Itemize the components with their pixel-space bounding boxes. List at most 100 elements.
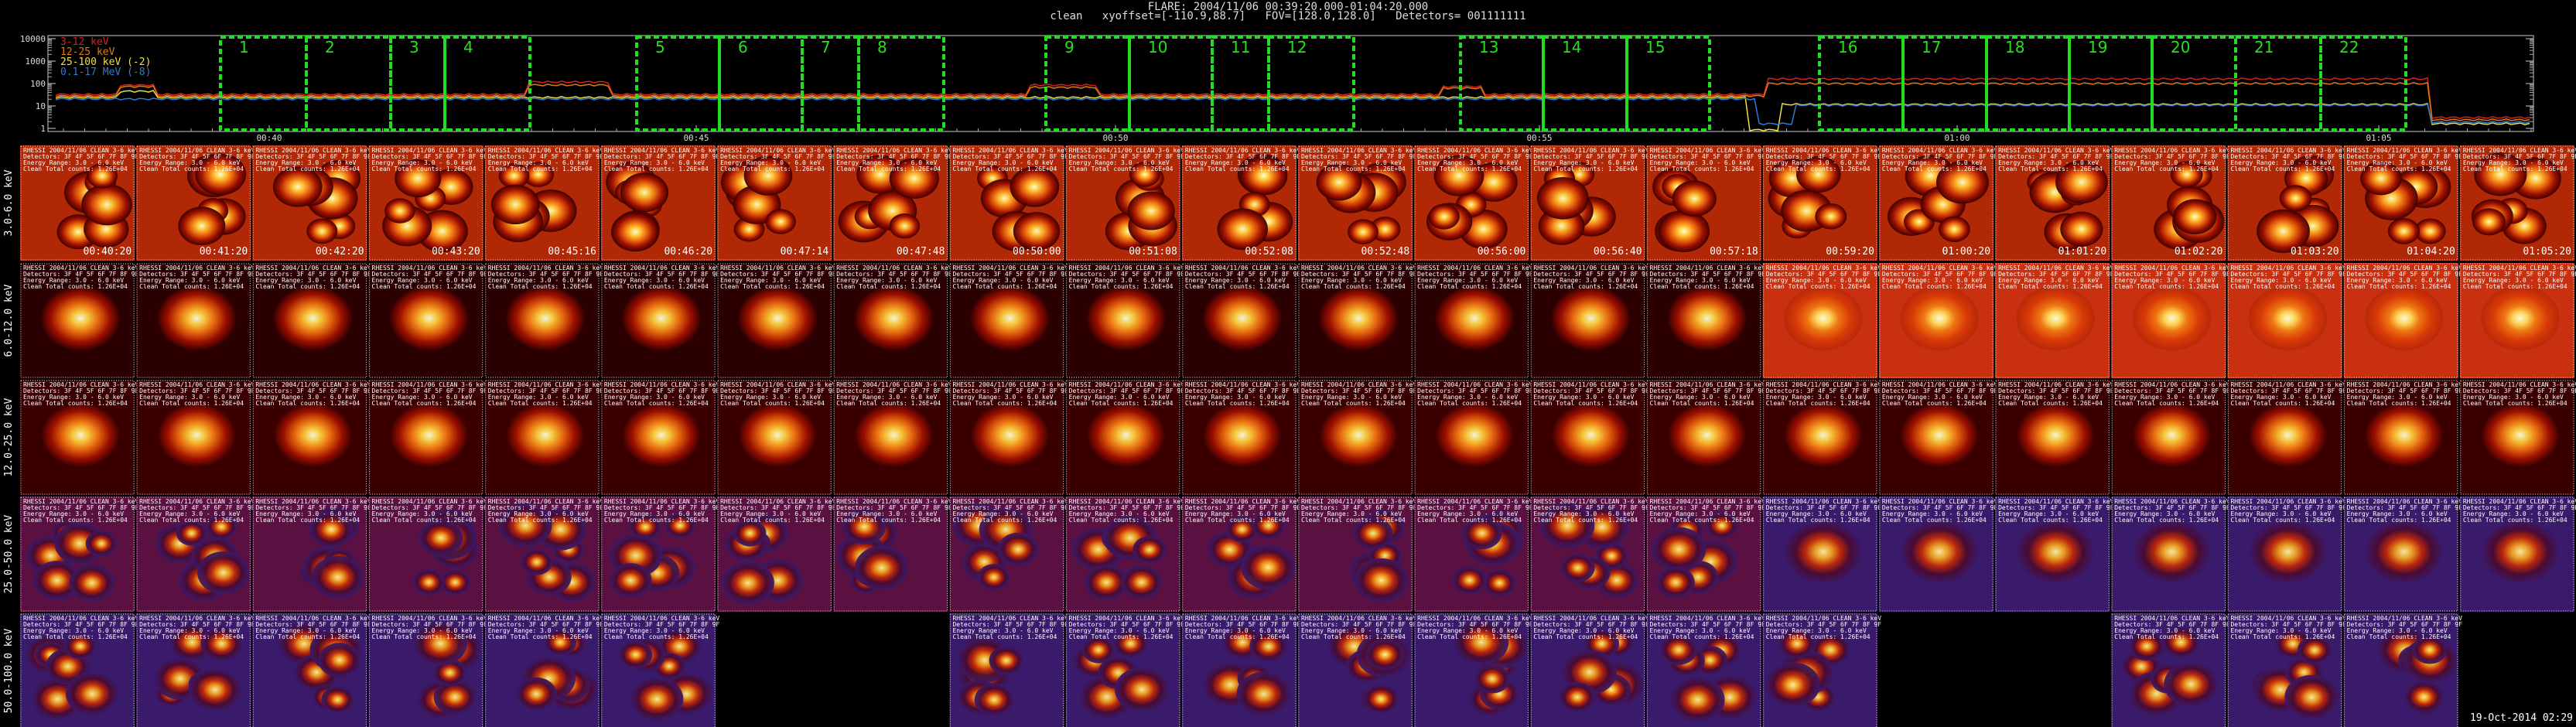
image-cell[interactable]: RHESSI 2004/11/06 CLEAN 3-6 keVDetectors… xyxy=(1181,497,1300,612)
image-cell[interactable]: RHESSI 2004/11/06 CLEAN 3-6 keVDetectors… xyxy=(1065,145,1184,261)
image-cell[interactable]: RHESSI 2004/11/06 CLEAN 3-6 keVDetectors… xyxy=(368,497,487,612)
image-cell[interactable]: RHESSI 2004/11/06 CLEAN 3-6 keVDetectors… xyxy=(2343,145,2462,261)
image-cell[interactable]: RHESSI 2004/11/06 CLEAN 3-6 keVDetectors… xyxy=(717,380,836,495)
image-cell[interactable]: RHESSI 2004/11/06 CLEAN 3-6 keVDetectors… xyxy=(1646,145,1765,261)
image-cell[interactable]: RHESSI 2004/11/06 CLEAN 3-6 keVDetectors… xyxy=(833,145,952,261)
image-cell[interactable]: RHESSI 2004/11/06 CLEAN 3-6 keVDetectors… xyxy=(484,263,603,378)
image-cell[interactable]: RHESSI 2004/11/06 CLEAN 3-6 keVDetectors… xyxy=(1878,145,1997,261)
image-cell[interactable]: RHESSI 2004/11/06 CLEAN 3-6 keVDetectors… xyxy=(2343,380,2462,495)
image-cell[interactable]: RHESSI 2004/11/06 CLEAN 3-6 keVDetectors… xyxy=(600,380,719,495)
image-cell[interactable]: RHESSI 2004/11/06 CLEAN 3-6 keVDetectors… xyxy=(20,145,138,261)
image-cell[interactable]: RHESSI 2004/11/06 CLEAN 3-6 keVDetectors… xyxy=(833,497,952,612)
image-cell[interactable]: RHESSI 2004/11/06 CLEAN 3-6 keVDetectors… xyxy=(2459,145,2576,261)
image-cell[interactable]: RHESSI 2004/11/06 CLEAN 3-6 keVDetectors… xyxy=(1298,263,1416,378)
image-cell[interactable]: RHESSI 2004/11/06 CLEAN 3-6 keVDetectors… xyxy=(136,497,255,612)
image-cell[interactable]: RHESSI 2004/11/06 CLEAN 3-6 keVDetectors… xyxy=(1530,497,1649,612)
image-cell[interactable]: RHESSI 2004/11/06 CLEAN 3-6 keVDetectors… xyxy=(136,613,255,727)
image-cell[interactable]: RHESSI 2004/11/06 CLEAN 3-6 keVDetectors… xyxy=(20,263,138,378)
image-cell[interactable]: RHESSI 2004/11/06 CLEAN 3-6 keVDetectors… xyxy=(600,145,719,261)
image-cell[interactable]: RHESSI 2004/11/06 CLEAN 3-6 keVDetectors… xyxy=(949,145,1068,261)
image-cell[interactable]: RHESSI 2004/11/06 CLEAN 3-6 keVDetectors… xyxy=(1878,380,1997,495)
image-cell[interactable]: RHESSI 2004/11/06 CLEAN 3-6 keVDetectors… xyxy=(1646,497,1765,612)
image-cell[interactable]: RHESSI 2004/11/06 CLEAN 3-6 keVDetectors… xyxy=(20,497,138,612)
image-cell[interactable]: RHESSI 2004/11/06 CLEAN 3-6 keVDetectors… xyxy=(1646,380,1765,495)
image-cell[interactable]: RHESSI 2004/11/06 CLEAN 3-6 keVDetectors… xyxy=(1065,263,1184,378)
image-cell[interactable]: RHESSI 2004/11/06 CLEAN 3-6 keVDetectors… xyxy=(1995,497,2114,612)
image-cell[interactable]: RHESSI 2004/11/06 CLEAN 3-6 keVDetectors… xyxy=(1762,613,1881,727)
image-cell[interactable]: RHESSI 2004/11/06 CLEAN 3-6 keVDetectors… xyxy=(252,145,371,261)
image-cell[interactable]: RHESSI 2004/11/06 CLEAN 3-6 keVDetectors… xyxy=(2111,613,2230,727)
image-cell[interactable]: RHESSI 2004/11/06 CLEAN 3-6 keVDetectors… xyxy=(1995,263,2114,378)
image-cell[interactable]: RHESSI 2004/11/06 CLEAN 3-6 keVDetectors… xyxy=(1298,497,1416,612)
image-cell[interactable]: RHESSI 2004/11/06 CLEAN 3-6 keVDetectors… xyxy=(1530,380,1649,495)
image-cell[interactable]: RHESSI 2004/11/06 CLEAN 3-6 keVDetectors… xyxy=(2343,497,2462,612)
image-cell[interactable]: RHESSI 2004/11/06 CLEAN 3-6 keVDetectors… xyxy=(1530,263,1649,378)
image-cell[interactable]: RHESSI 2004/11/06 CLEAN 3-6 keVDetectors… xyxy=(2111,145,2230,261)
image-cell[interactable]: RHESSI 2004/11/06 CLEAN 3-6 keVDetectors… xyxy=(484,380,603,495)
image-cell[interactable]: RHESSI 2004/11/06 CLEAN 3-6 keVDetectors… xyxy=(484,145,603,261)
image-cell[interactable]: RHESSI 2004/11/06 CLEAN 3-6 keVDetectors… xyxy=(1646,263,1765,378)
image-cell[interactable]: RHESSI 2004/11/06 CLEAN 3-6 keVDetectors… xyxy=(600,613,719,727)
image-cell[interactable]: RHESSI 2004/11/06 CLEAN 3-6 keVDetectors… xyxy=(1878,263,1997,378)
image-cell[interactable]: RHESSI 2004/11/06 CLEAN 3-6 keVDetectors… xyxy=(1065,497,1184,612)
image-cell[interactable]: RHESSI 2004/11/06 CLEAN 3-6 keVDetectors… xyxy=(2343,263,2462,378)
image-cell[interactable]: RHESSI 2004/11/06 CLEAN 3-6 keVDetectors… xyxy=(949,263,1068,378)
image-cell[interactable]: RHESSI 2004/11/06 CLEAN 3-6 keVDetectors… xyxy=(2227,613,2346,727)
image-cell[interactable]: RHESSI 2004/11/06 CLEAN 3-6 keVDetectors… xyxy=(20,613,138,727)
image-cell[interactable]: RHESSI 2004/11/06 CLEAN 3-6 keVDetectors… xyxy=(1181,263,1300,378)
image-cell[interactable]: RHESSI 2004/11/06 CLEAN 3-6 keVDetectors… xyxy=(1298,613,1416,727)
image-cell[interactable]: RHESSI 2004/11/06 CLEAN 3-6 keVDetectors… xyxy=(2227,263,2346,378)
image-cell[interactable]: RHESSI 2004/11/06 CLEAN 3-6 keVDetectors… xyxy=(1995,145,2114,261)
image-cell[interactable]: RHESSI 2004/11/06 CLEAN 3-6 keVDetectors… xyxy=(368,380,487,495)
image-cell[interactable]: RHESSI 2004/11/06 CLEAN 3-6 keVDetectors… xyxy=(1762,145,1881,261)
image-cell[interactable]: RHESSI 2004/11/06 CLEAN 3-6 keVDetectors… xyxy=(1762,497,1881,612)
image-cell[interactable]: RHESSI 2004/11/06 CLEAN 3-6 keVDetectors… xyxy=(949,380,1068,495)
image-cell[interactable]: RHESSI 2004/11/06 CLEAN 3-6 keVDetectors… xyxy=(368,145,487,261)
image-cell[interactable]: RHESSI 2004/11/06 CLEAN 3-6 keVDetectors… xyxy=(368,613,487,727)
image-cell[interactable]: RHESSI 2004/11/06 CLEAN 3-6 keVDetectors… xyxy=(368,263,487,378)
image-cell[interactable]: RHESSI 2004/11/06 CLEAN 3-6 keVDetectors… xyxy=(833,263,952,378)
image-cell[interactable]: RHESSI 2004/11/06 CLEAN 3-6 keVDetectors… xyxy=(484,613,603,727)
image-cell[interactable]: RHESSI 2004/11/06 CLEAN 3-6 keVDetectors… xyxy=(833,380,952,495)
image-cell[interactable]: RHESSI 2004/11/06 CLEAN 3-6 keVDetectors… xyxy=(717,145,836,261)
image-cell[interactable]: RHESSI 2004/11/06 CLEAN 3-6 keVDetectors… xyxy=(1762,380,1881,495)
image-cell[interactable]: RHESSI 2004/11/06 CLEAN 3-6 keVDetectors… xyxy=(717,497,836,612)
image-cell[interactable]: RHESSI 2004/11/06 CLEAN 3-6 keVDetectors… xyxy=(2111,380,2230,495)
image-cell[interactable]: RHESSI 2004/11/06 CLEAN 3-6 keVDetectors… xyxy=(1181,380,1300,495)
image-cell[interactable]: RHESSI 2004/11/06 CLEAN 3-6 keVDetectors… xyxy=(1065,380,1184,495)
image-cell[interactable]: RHESSI 2004/11/06 CLEAN 3-6 keVDetectors… xyxy=(136,380,255,495)
image-cell[interactable]: RHESSI 2004/11/06 CLEAN 3-6 keVDetectors… xyxy=(2459,380,2576,495)
image-cell[interactable]: RHESSI 2004/11/06 CLEAN 3-6 keVDetectors… xyxy=(1878,497,1997,612)
image-cell[interactable]: RHESSI 2004/11/06 CLEAN 3-6 keVDetectors… xyxy=(1414,380,1533,495)
image-cell[interactable]: RHESSI 2004/11/06 CLEAN 3-6 keVDetectors… xyxy=(1414,613,1533,727)
image-cell[interactable]: RHESSI 2004/11/06 CLEAN 3-6 keVDetectors… xyxy=(1762,263,1881,378)
image-cell[interactable]: RHESSI 2004/11/06 CLEAN 3-6 keVDetectors… xyxy=(1530,613,1649,727)
image-cell[interactable]: RHESSI 2004/11/06 CLEAN 3-6 keVDetectors… xyxy=(2459,497,2576,612)
image-cell[interactable]: RHESSI 2004/11/06 CLEAN 3-6 keVDetectors… xyxy=(252,263,371,378)
image-cell[interactable]: RHESSI 2004/11/06 CLEAN 3-6 keVDetectors… xyxy=(2111,263,2230,378)
image-cell[interactable]: RHESSI 2004/11/06 CLEAN 3-6 keVDetectors… xyxy=(600,263,719,378)
image-cell[interactable]: RHESSI 2004/11/06 CLEAN 3-6 keVDetectors… xyxy=(949,497,1068,612)
image-cell[interactable]: RHESSI 2004/11/06 CLEAN 3-6 keVDetectors… xyxy=(136,263,255,378)
image-cell[interactable]: RHESSI 2004/11/06 CLEAN 3-6 keVDetectors… xyxy=(252,497,371,612)
image-cell[interactable]: RHESSI 2004/11/06 CLEAN 3-6 keVDetectors… xyxy=(1530,145,1649,261)
image-cell[interactable]: RHESSI 2004/11/06 CLEAN 3-6 keVDetectors… xyxy=(1414,497,1533,612)
image-cell[interactable]: RHESSI 2004/11/06 CLEAN 3-6 keVDetectors… xyxy=(1298,380,1416,495)
image-cell[interactable]: RHESSI 2004/11/06 CLEAN 3-6 keVDetectors… xyxy=(1995,380,2114,495)
image-cell[interactable]: RHESSI 2004/11/06 CLEAN 3-6 keVDetectors… xyxy=(252,613,371,727)
image-cell[interactable]: RHESSI 2004/11/06 CLEAN 3-6 keVDetectors… xyxy=(717,263,836,378)
image-cell[interactable]: RHESSI 2004/11/06 CLEAN 3-6 keVDetectors… xyxy=(252,380,371,495)
image-cell[interactable]: RHESSI 2004/11/06 CLEAN 3-6 keVDetectors… xyxy=(2111,497,2230,612)
image-cell[interactable]: RHESSI 2004/11/06 CLEAN 3-6 keVDetectors… xyxy=(2227,145,2346,261)
image-cell[interactable]: RHESSI 2004/11/06 CLEAN 3-6 keVDetectors… xyxy=(1646,613,1765,727)
image-cell[interactable]: RHESSI 2004/11/06 CLEAN 3-6 keVDetectors… xyxy=(136,145,255,261)
image-cell[interactable]: RHESSI 2004/11/06 CLEAN 3-6 keVDetectors… xyxy=(1181,613,1300,727)
image-cell[interactable]: RHESSI 2004/11/06 CLEAN 3-6 keVDetectors… xyxy=(600,497,719,612)
image-cell[interactable]: RHESSI 2004/11/06 CLEAN 3-6 keVDetectors… xyxy=(2459,263,2576,378)
image-cell[interactable]: RHESSI 2004/11/06 CLEAN 3-6 keVDetectors… xyxy=(20,380,138,495)
image-cell[interactable]: RHESSI 2004/11/06 CLEAN 3-6 keVDetectors… xyxy=(484,497,603,612)
image-cell[interactable]: RHESSI 2004/11/06 CLEAN 3-6 keVDetectors… xyxy=(2343,613,2462,727)
image-cell[interactable]: RHESSI 2004/11/06 CLEAN 3-6 keVDetectors… xyxy=(2227,380,2346,495)
image-cell[interactable]: RHESSI 2004/11/06 CLEAN 3-6 keVDetectors… xyxy=(1181,145,1300,261)
image-cell[interactable]: RHESSI 2004/11/06 CLEAN 3-6 keVDetectors… xyxy=(949,613,1068,727)
